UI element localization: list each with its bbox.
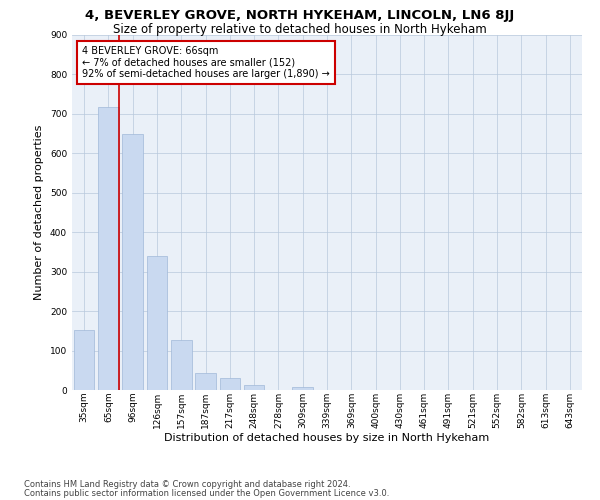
Text: Size of property relative to detached houses in North Hykeham: Size of property relative to detached ho…: [113, 22, 487, 36]
Bar: [292, 387, 313, 390]
Bar: [195, 374, 216, 390]
Bar: [171, 340, 191, 390]
Y-axis label: Number of detached properties: Number of detached properties: [34, 125, 44, 300]
Text: Contains HM Land Registry data © Crown copyright and database right 2024.: Contains HM Land Registry data © Crown c…: [24, 480, 350, 489]
Text: Contains public sector information licensed under the Open Government Licence v3: Contains public sector information licen…: [24, 488, 389, 498]
Bar: [244, 386, 265, 390]
Text: 4 BEVERLEY GROVE: 66sqm
← 7% of detached houses are smaller (152)
92% of semi-de: 4 BEVERLEY GROVE: 66sqm ← 7% of detached…: [82, 46, 330, 79]
Bar: [122, 134, 143, 390]
Text: 4, BEVERLEY GROVE, NORTH HYKEHAM, LINCOLN, LN6 8JJ: 4, BEVERLEY GROVE, NORTH HYKEHAM, LINCOL…: [85, 9, 515, 22]
Bar: [98, 107, 119, 390]
Bar: [220, 378, 240, 390]
X-axis label: Distribution of detached houses by size in North Hykeham: Distribution of detached houses by size …: [164, 434, 490, 444]
Bar: [74, 330, 94, 390]
Bar: [146, 256, 167, 390]
